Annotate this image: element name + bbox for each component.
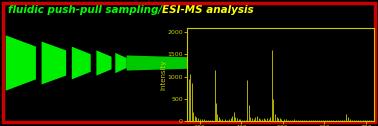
Polygon shape [96, 50, 112, 76]
Polygon shape [72, 47, 91, 79]
Y-axis label: Intensity: Intensity [160, 59, 166, 90]
Polygon shape [42, 42, 66, 84]
Text: fluidic push-pull sampling/: fluidic push-pull sampling/ [8, 5, 162, 15]
Polygon shape [115, 53, 127, 73]
Polygon shape [127, 55, 370, 71]
Text: ESI-MS analysis: ESI-MS analysis [162, 5, 253, 15]
Polygon shape [6, 35, 36, 91]
